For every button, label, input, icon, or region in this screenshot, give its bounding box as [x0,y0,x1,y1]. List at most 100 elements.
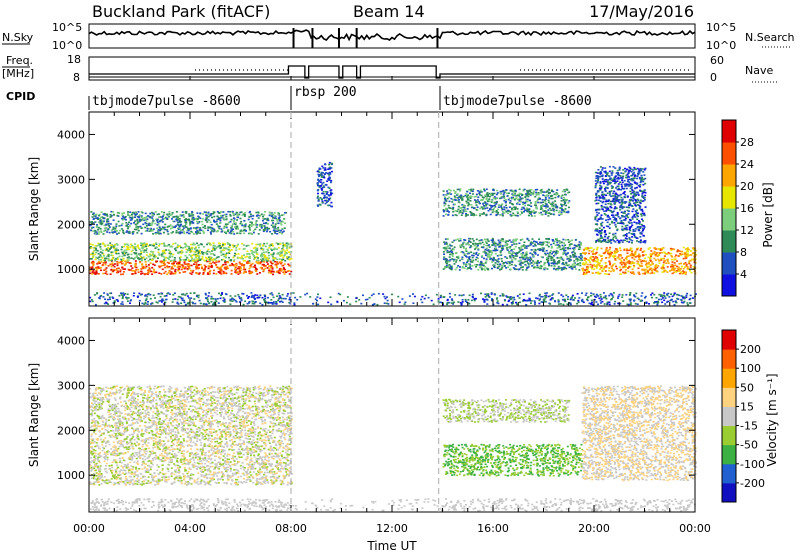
heatmap-cell [646,267,648,269]
heatmap-cell [512,213,514,215]
heatmap-cell [632,218,634,220]
heatmap-cell [170,273,172,275]
heatmap-cell [492,259,494,261]
heatmap-cell [94,254,96,256]
heatmap-cell [597,262,599,264]
heatmap-cell [505,242,507,244]
heatmap-cell [182,226,184,228]
heatmap-cell [551,195,553,197]
heatmap-cell [655,255,657,257]
heatmap-cell [117,265,119,267]
heatmap-cell [548,262,550,264]
heatmap-cell [476,243,478,245]
heatmap-cell [318,176,320,178]
heatmap-cell [140,228,142,230]
heatmap-cell [447,245,449,247]
heatmap-cell [515,207,517,209]
heatmap-cell [226,268,228,270]
heatmap-cell [116,272,118,274]
power-data-layer [89,162,697,306]
heatmap-cell [227,223,229,225]
heatmap-cell [609,263,611,265]
heatmap-cell [241,263,243,265]
heatmap-cell [330,192,332,194]
heatmap-cell [475,202,477,204]
heatmap-cell [326,201,328,203]
heatmap-cell [634,175,636,177]
heatmap-cell [218,243,220,245]
heatmap-cell [557,196,559,198]
heatmap-cell [143,257,145,259]
heatmap-cell [444,198,446,200]
heatmap-cell [144,250,146,252]
heatmap-cell [520,259,522,261]
heatmap-cell [599,269,601,271]
heatmap-cell [278,247,280,249]
heatmap-cell [485,204,487,206]
heatmap-cell [206,221,208,223]
heatmap-cell [515,265,517,267]
heatmap-cell [648,262,650,264]
heatmap-cell [325,169,327,171]
heatmap-cell [274,215,276,217]
heatmap-cell [236,226,238,228]
heatmap-cell [472,189,474,191]
heatmap-cell [98,233,100,235]
heatmap-cell [498,204,500,206]
heatmap-cell [625,225,627,227]
heatmap-cell [115,230,117,232]
heatmap-cell [192,244,194,246]
heatmap-cell [594,258,596,260]
heatmap-cell [486,242,488,244]
heatmap-cell [287,271,289,273]
heatmap-cell [536,208,538,210]
heatmap-cell [283,214,285,216]
heatmap-cell [191,265,193,267]
heatmap-cell [612,216,614,218]
heatmap-cell [449,192,451,194]
heatmap-cell [487,268,489,270]
heatmap-cell [282,247,284,249]
heatmap-cell [478,253,480,255]
heatmap-cell [230,231,232,233]
heatmap-cell [495,247,497,249]
heatmap-cell [268,272,270,274]
heatmap-cell [488,250,490,252]
heatmap-cell [692,247,694,249]
heatmap-cell [289,259,291,261]
heatmap-cell [553,261,555,263]
heatmap-cell [172,212,174,214]
heatmap-cell [517,202,519,204]
heatmap-cell [191,273,193,275]
heatmap-cell [615,233,617,235]
heatmap-cell [235,263,237,265]
heatmap-cell [246,256,248,258]
heatmap-cell [479,240,481,242]
heatmap-cell [235,249,237,251]
heatmap-cell [487,253,489,255]
heatmap-cell [145,246,147,248]
heatmap-cell [599,238,601,240]
heatmap-cell [495,262,497,264]
heatmap-cell [526,247,528,249]
heatmap-cell [467,202,469,204]
heatmap-cell [175,243,177,245]
heatmap-cell [156,224,158,226]
heatmap-cell [257,257,259,259]
heatmap-cell [444,243,446,245]
heatmap-cell [117,258,119,260]
heatmap-cell [257,211,259,213]
heatmap-cell [193,219,195,221]
heatmap-cell [183,271,185,273]
heatmap-cell [673,249,675,251]
heatmap-cell [533,212,535,214]
heatmap-cell [139,220,141,222]
heatmap-cell [224,260,226,262]
heatmap-cell [510,257,512,259]
heatmap-cell [275,264,277,266]
heatmap-cell [544,199,546,201]
heatmap-cell [603,211,605,213]
heatmap-cell [443,210,445,212]
heatmap-cell [471,255,473,257]
